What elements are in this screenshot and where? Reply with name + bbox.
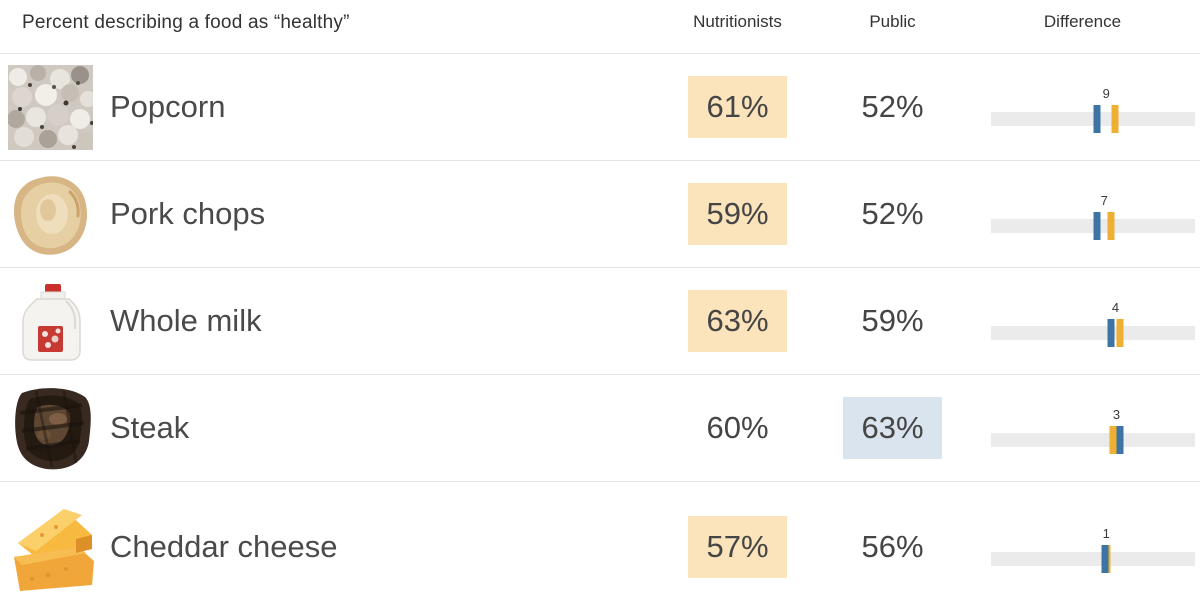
nutritionists-value-cell: 57% xyxy=(655,515,820,578)
steak-photo xyxy=(0,383,100,473)
nutritionists-value: 57% xyxy=(688,515,787,578)
nutritionists-value: 60% xyxy=(706,410,769,445)
public-tick xyxy=(1101,544,1109,573)
nutritionists-value-cell: 59% xyxy=(655,183,820,245)
public-tick xyxy=(1093,105,1101,133)
popcorn-photo xyxy=(0,64,100,150)
public-tick xyxy=(1093,212,1101,240)
whole-milk-photo xyxy=(0,279,100,364)
nutritionists-value: 61% xyxy=(688,76,787,138)
difference-cell: 7 xyxy=(965,186,1200,242)
public-tick xyxy=(1107,319,1115,347)
difference-track xyxy=(991,112,1195,126)
nutritionists-tick xyxy=(1116,319,1124,347)
difference-track xyxy=(991,551,1195,566)
table-row: Whole milk 63% 59% 4 xyxy=(0,267,1200,374)
public-value: 52% xyxy=(861,89,924,124)
difference-chart: 4 xyxy=(991,299,1195,349)
food-name: Whole milk xyxy=(110,303,262,338)
nutritionists-tick xyxy=(1111,105,1119,133)
difference-cell: 3 xyxy=(965,400,1200,456)
popcorn-image xyxy=(8,64,93,150)
difference-chart: 7 xyxy=(991,192,1195,242)
nutritionists-value: 59% xyxy=(688,183,787,245)
public-value-cell: 59% xyxy=(820,290,965,352)
food-name: Steak xyxy=(110,410,190,445)
difference-number: 3 xyxy=(1112,407,1121,422)
cheddar-cheese-photo xyxy=(0,499,100,595)
chart-title: Percent describing a food as “healthy” xyxy=(22,12,350,33)
food-name: Popcorn xyxy=(110,89,226,124)
food-name: Pork chops xyxy=(110,196,266,231)
public-value-cell: 52% xyxy=(820,183,965,245)
table-row: Pork chops 59% 52% 7 xyxy=(0,160,1200,267)
public-value: 63% xyxy=(843,397,942,459)
difference-chart: 3 xyxy=(991,406,1195,456)
difference-cell: 1 xyxy=(965,519,1200,575)
difference-cell: 4 xyxy=(965,293,1200,349)
table-row: Cheddar cheese 57% 56% 1 xyxy=(0,481,1200,611)
pork-chop-photo xyxy=(0,172,100,257)
public-value: 52% xyxy=(861,196,924,231)
nutritionists-value: 63% xyxy=(688,290,787,352)
difference-chart: 1 xyxy=(991,525,1195,575)
nutritionists-value-cell: 63% xyxy=(655,290,820,352)
pork-chop-image xyxy=(13,175,88,255)
difference-number: 7 xyxy=(1100,193,1108,208)
public-value-cell: 56% xyxy=(820,516,965,578)
public-value: 59% xyxy=(861,303,924,338)
difference-track xyxy=(991,326,1195,340)
nutritionists-tick xyxy=(1107,212,1115,240)
column-header-public: Public xyxy=(869,12,916,31)
nutritionists-tick xyxy=(1109,426,1117,454)
table-header: Percent describing a food as “healthy” N… xyxy=(0,0,1200,53)
food-name: Cheddar cheese xyxy=(110,528,338,564)
cheddar-cheese-image xyxy=(14,508,94,591)
difference-number: 4 xyxy=(1111,300,1120,315)
steak-image xyxy=(15,388,91,470)
difference-track xyxy=(991,219,1195,233)
public-value-cell: 63% xyxy=(820,397,965,459)
difference-number: 1 xyxy=(1102,525,1110,541)
table-row: Steak 60% 63% 3 xyxy=(0,374,1200,481)
table-row: Popcorn 61% 52% 9 xyxy=(0,53,1200,160)
nutritionists-value-cell: 60% xyxy=(655,397,820,459)
difference-cell: 9 xyxy=(965,79,1200,135)
public-tick xyxy=(1116,426,1124,454)
column-header-difference: Difference xyxy=(1043,12,1122,31)
difference-chart: 9 xyxy=(991,85,1195,135)
whole-milk-image xyxy=(22,283,81,361)
nutritionists-value-cell: 61% xyxy=(655,76,820,138)
public-value-cell: 52% xyxy=(820,76,965,138)
difference-track xyxy=(991,433,1195,447)
difference-number: 9 xyxy=(1102,86,1110,101)
public-value: 56% xyxy=(861,528,924,564)
column-header-nutritionists: Nutritionists xyxy=(693,12,782,31)
